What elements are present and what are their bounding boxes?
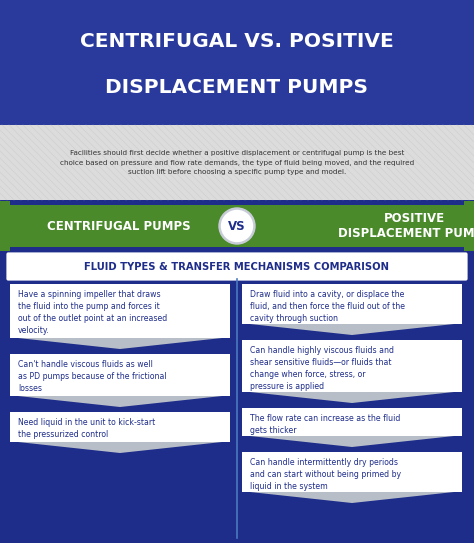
Polygon shape — [250, 436, 454, 447]
FancyBboxPatch shape — [5, 251, 469, 282]
Text: POSITIVE
DISPLACEMENT PUMPS: POSITIVE DISPLACEMENT PUMPS — [338, 212, 474, 240]
FancyBboxPatch shape — [242, 340, 462, 392]
Polygon shape — [250, 492, 454, 503]
Text: Draw fluid into a cavity, or displace the
fluid, and then force the fluid out of: Draw fluid into a cavity, or displace th… — [250, 290, 405, 323]
FancyBboxPatch shape — [0, 205, 474, 247]
Text: Have a spinning impeller that draws
the fluid into the pump and forces it
out of: Have a spinning impeller that draws the … — [18, 290, 167, 336]
Text: VS: VS — [228, 219, 246, 232]
FancyBboxPatch shape — [242, 284, 462, 324]
Text: Can't handle viscous fluids as well
as PD pumps because of the frictional
losses: Can't handle viscous fluids as well as P… — [18, 360, 167, 393]
Text: Facilities should first decide whether a positive displacement or centrifugal pu: Facilities should first decide whether a… — [60, 150, 414, 175]
FancyBboxPatch shape — [0, 0, 474, 125]
Text: Can handle highly viscous fluids and
shear sensitive fluids—or fluids that
chang: Can handle highly viscous fluids and she… — [250, 346, 394, 392]
FancyBboxPatch shape — [242, 408, 462, 436]
Polygon shape — [250, 392, 454, 403]
Polygon shape — [18, 338, 222, 349]
FancyBboxPatch shape — [10, 284, 230, 338]
Text: FLUID TYPES & TRANSFER MECHANISMS COMPARISON: FLUID TYPES & TRANSFER MECHANISMS COMPAR… — [84, 262, 390, 272]
Circle shape — [221, 211, 253, 242]
Text: DISPLACEMENT PUMPS: DISPLACEMENT PUMPS — [106, 78, 368, 97]
FancyBboxPatch shape — [10, 354, 230, 396]
Text: CENTRIFUGAL VS. POSITIVE: CENTRIFUGAL VS. POSITIVE — [80, 31, 394, 50]
FancyBboxPatch shape — [10, 412, 230, 442]
Text: Can handle intermittently dry periods
and can start without being primed by
liqu: Can handle intermittently dry periods an… — [250, 458, 401, 491]
FancyBboxPatch shape — [0, 201, 10, 251]
FancyBboxPatch shape — [0, 125, 474, 200]
Polygon shape — [18, 396, 222, 407]
FancyBboxPatch shape — [464, 201, 474, 251]
Circle shape — [219, 208, 255, 244]
FancyBboxPatch shape — [0, 200, 474, 252]
Text: The flow rate can increase as the fluid
gets thicker: The flow rate can increase as the fluid … — [250, 414, 401, 435]
Polygon shape — [18, 442, 222, 453]
Text: Need liquid in the unit to kick-start
the pressurized control: Need liquid in the unit to kick-start th… — [18, 418, 155, 439]
FancyBboxPatch shape — [242, 452, 462, 492]
Text: CENTRIFUGAL PUMPS: CENTRIFUGAL PUMPS — [46, 219, 191, 232]
Polygon shape — [250, 324, 454, 335]
